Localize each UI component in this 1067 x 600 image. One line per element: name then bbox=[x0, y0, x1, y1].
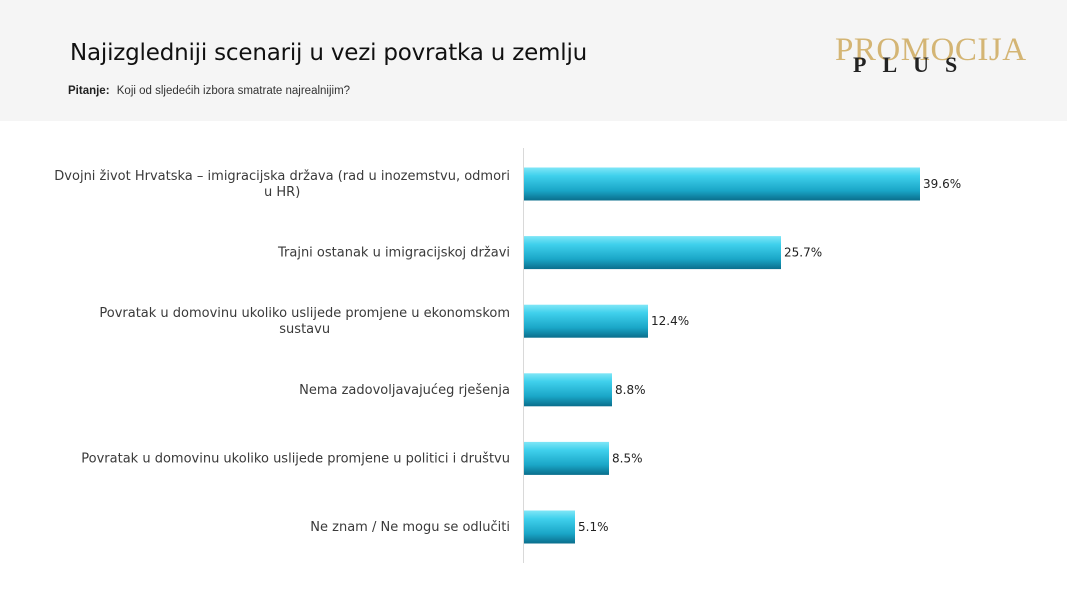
value-label-1: 39.6% bbox=[923, 177, 961, 191]
bar-5 bbox=[524, 441, 609, 475]
question-text: Koji od sljedećih izbora smatrate najrea… bbox=[116, 85, 351, 97]
category-label-6: Ne znam / Ne mogu se odlučiti bbox=[310, 520, 510, 535]
bar-3 bbox=[524, 304, 648, 338]
category-label-2: Trajni ostanak u imigracijskoj državi bbox=[277, 246, 510, 261]
question-label: Pitanje: bbox=[68, 85, 110, 97]
category-label-4: Nema zadovoljavajućeg rješenja bbox=[299, 383, 510, 398]
page-title: Najizgledniji scenarij u vezi povratka u… bbox=[70, 40, 588, 66]
bar-6 bbox=[524, 510, 575, 544]
value-label-5: 8.5% bbox=[612, 451, 643, 465]
bar-1 bbox=[524, 167, 920, 201]
value-label-6: 5.1% bbox=[578, 520, 609, 534]
category-label-5: Povratak u domovinu ukoliko uslijede pro… bbox=[81, 451, 510, 466]
bars-group: 39.6% Dvojni život Hrvatska – imigracijsk… bbox=[54, 167, 961, 544]
value-label-2: 25.7% bbox=[784, 246, 822, 260]
logo-sub-text: PLUS bbox=[853, 52, 974, 77]
value-label-3: 12.4% bbox=[651, 314, 689, 328]
promocija-plus-logo: PROMOCIJA PLUS bbox=[835, 32, 1035, 82]
bar-2 bbox=[524, 236, 781, 270]
question-line: Pitanje: Koji od sljedećih izbora smatra… bbox=[68, 85, 350, 97]
logo-main-text: PROMOCIJA bbox=[835, 32, 1027, 68]
value-label-4: 8.8% bbox=[615, 383, 646, 397]
category-label-3: Povratak u domovinu ukoliko uslijede pro… bbox=[99, 306, 510, 337]
bar-4 bbox=[524, 373, 612, 407]
header-band: Najizgledniji scenarij u vezi povratka u… bbox=[0, 0, 1067, 121]
category-label-1: Dvojni život Hrvatska – imigracijska drž… bbox=[54, 169, 510, 200]
